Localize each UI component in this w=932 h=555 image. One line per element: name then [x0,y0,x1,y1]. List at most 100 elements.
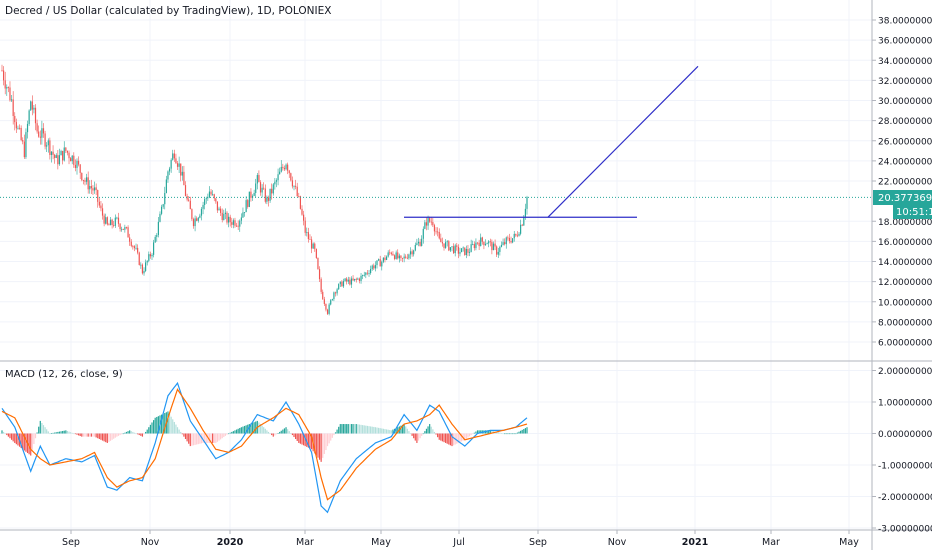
macd-hist-bar [287,429,289,434]
macd-hist-bar [435,433,437,435]
candle [68,150,70,165]
candle [505,236,507,249]
macd-hist-bar [520,430,522,434]
macd-hist-bar [68,431,70,434]
macd-hist-bar [293,433,295,438]
macd-hist-bar [162,413,164,434]
candle [283,165,286,172]
macd-hist-bar [401,424,404,434]
candle [317,257,319,270]
candle [71,155,73,165]
macd-hist-bar [392,429,394,434]
macd-hist-bar [30,433,32,456]
macd-hist-bar [304,433,306,447]
macd-hist-bar [49,433,51,435]
time-axis[interactable]: Sep Nov 2020 Mar May Jul Sep Nov 2021 Mar May [62,530,859,548]
macd-hist-bar [117,433,120,436]
candle [449,247,452,253]
candle [460,248,463,253]
candle [50,151,53,163]
candle [146,260,148,266]
macd-hist-bar [237,428,239,434]
candle [459,247,461,257]
macd-hist-bar [130,431,132,434]
macd-hist-bar [518,431,520,434]
macd-hist-bar [504,433,506,435]
macd-hist-bar [449,433,452,446]
candle [419,238,421,247]
macd-hist-bar [523,429,525,434]
candle [204,196,206,210]
candle [392,251,394,256]
candle [232,218,234,229]
macd-tick-label: -1.00000000 [878,462,932,472]
price-tick-label: 14.00000000 [878,258,932,268]
macd-hist-bar [92,433,94,437]
macd-hist-bar [456,433,458,444]
candle [400,255,402,261]
macd-hist-bar [7,433,9,437]
macd-hist-bar [338,426,340,434]
candle [336,287,338,296]
price-tick-label: 10.00000000 [878,298,932,308]
candle [20,125,22,142]
candle [395,250,397,260]
macd-hist-bar [271,433,273,436]
candle [188,196,190,202]
candle [496,245,498,257]
candle [85,173,88,185]
candle [84,177,86,186]
macd-hist-bar [526,427,528,434]
macd-hist-bar [486,430,488,434]
macd-hist-bar [513,433,515,435]
macd-hist-bar [314,433,316,454]
macd-hist-bar [295,433,297,440]
candle [243,212,246,217]
macd-hist-bar [263,427,265,434]
candle [113,220,115,228]
candle [360,272,362,284]
candle [430,216,432,226]
candle [103,213,105,227]
macd-hist-bar [406,428,408,434]
macd-hist-bar [259,424,262,434]
candle [117,212,120,227]
candle [114,214,116,228]
macd-hist-bar [9,433,11,439]
price-tick-label: 8.00000000 [878,318,932,328]
candle [282,163,284,171]
candle [18,124,21,130]
candle [275,178,278,188]
macd-hist-bar [277,433,279,434]
macd-hist-bar [84,433,86,437]
candle [231,217,233,228]
drawing-layer[interactable] [404,65,699,218]
macd-axis[interactable]: 2.00000000 1.00000000 0.00000000 -1.0000000… [872,367,932,535]
candle [314,242,316,252]
candle [15,118,17,133]
trend-line[interactable] [547,65,699,218]
candle [129,233,131,246]
candle [408,253,410,260]
candle [224,208,227,220]
candle [413,249,415,257]
macd-hist-bar [38,426,40,434]
macd-hist-bar [100,433,102,440]
macd-hist-bar [315,433,317,456]
macd-hist-bar [1,430,3,434]
macd-hist-bar [328,433,330,444]
macd-hist-bar [459,433,461,443]
macd-hist-bar [194,433,196,445]
candle [38,125,40,138]
macd-hist-bar [204,433,206,443]
macd-hist-bar [156,416,158,434]
candle [105,213,107,225]
candle [227,213,230,228]
price-axis[interactable]: 38.00000000 36.00000000 34.00000000 32.0000… [872,17,932,349]
candle [491,239,493,255]
macd-hist-bar [89,433,91,437]
candle [176,160,179,170]
time-tick-label: 2021 [682,537,708,548]
